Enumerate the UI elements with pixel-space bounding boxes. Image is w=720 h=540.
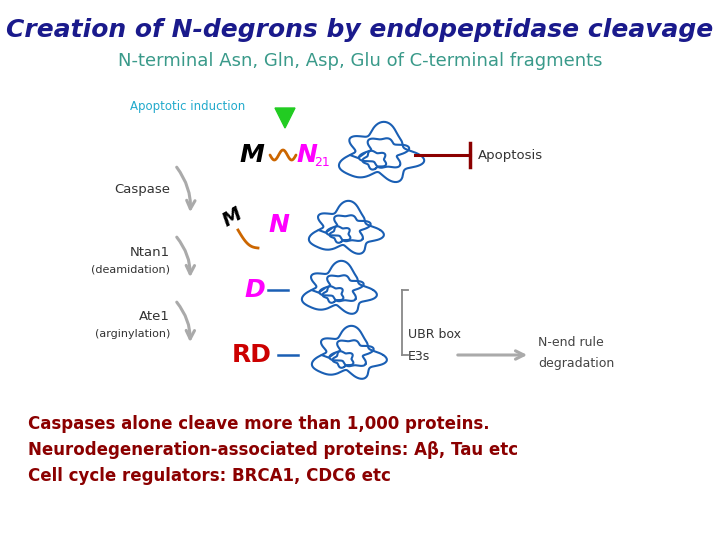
Text: M: M — [240, 143, 264, 167]
Text: Ntan1: Ntan1 — [130, 246, 170, 259]
Text: Apoptotic induction: Apoptotic induction — [130, 100, 246, 113]
Text: (arginylation): (arginylation) — [94, 329, 170, 339]
Text: Creation of N-degrons by endopeptidase cleavage: Creation of N-degrons by endopeptidase c… — [6, 18, 714, 42]
Text: Neurodegeneration-associated proteins: Aβ, Tau etc: Neurodegeneration-associated proteins: A… — [28, 441, 518, 459]
Text: Cell cycle regulators: BRCA1, CDC6 etc: Cell cycle regulators: BRCA1, CDC6 etc — [28, 467, 391, 485]
Text: N-end rule: N-end rule — [538, 336, 604, 349]
Text: N-terminal Asn, Gln, Asp, Glu of C-terminal fragments: N-terminal Asn, Gln, Asp, Glu of C-termi… — [118, 52, 602, 70]
Text: Apoptosis: Apoptosis — [478, 148, 543, 161]
Text: 21: 21 — [314, 157, 330, 170]
Text: UBR box: UBR box — [408, 328, 461, 341]
Text: Ate1: Ate1 — [139, 310, 170, 323]
Text: N: N — [296, 143, 317, 167]
Text: D: D — [245, 278, 266, 302]
Polygon shape — [275, 108, 295, 128]
Text: Caspases alone cleave more than 1,000 proteins.: Caspases alone cleave more than 1,000 pr… — [28, 415, 490, 433]
Text: E3s: E3s — [408, 350, 431, 363]
Text: N: N — [268, 213, 289, 237]
Text: (deamidation): (deamidation) — [91, 264, 170, 274]
Text: Caspase: Caspase — [114, 184, 170, 197]
Text: degradation: degradation — [538, 356, 614, 369]
Text: RD: RD — [232, 343, 272, 367]
Text: M: M — [219, 204, 245, 230]
